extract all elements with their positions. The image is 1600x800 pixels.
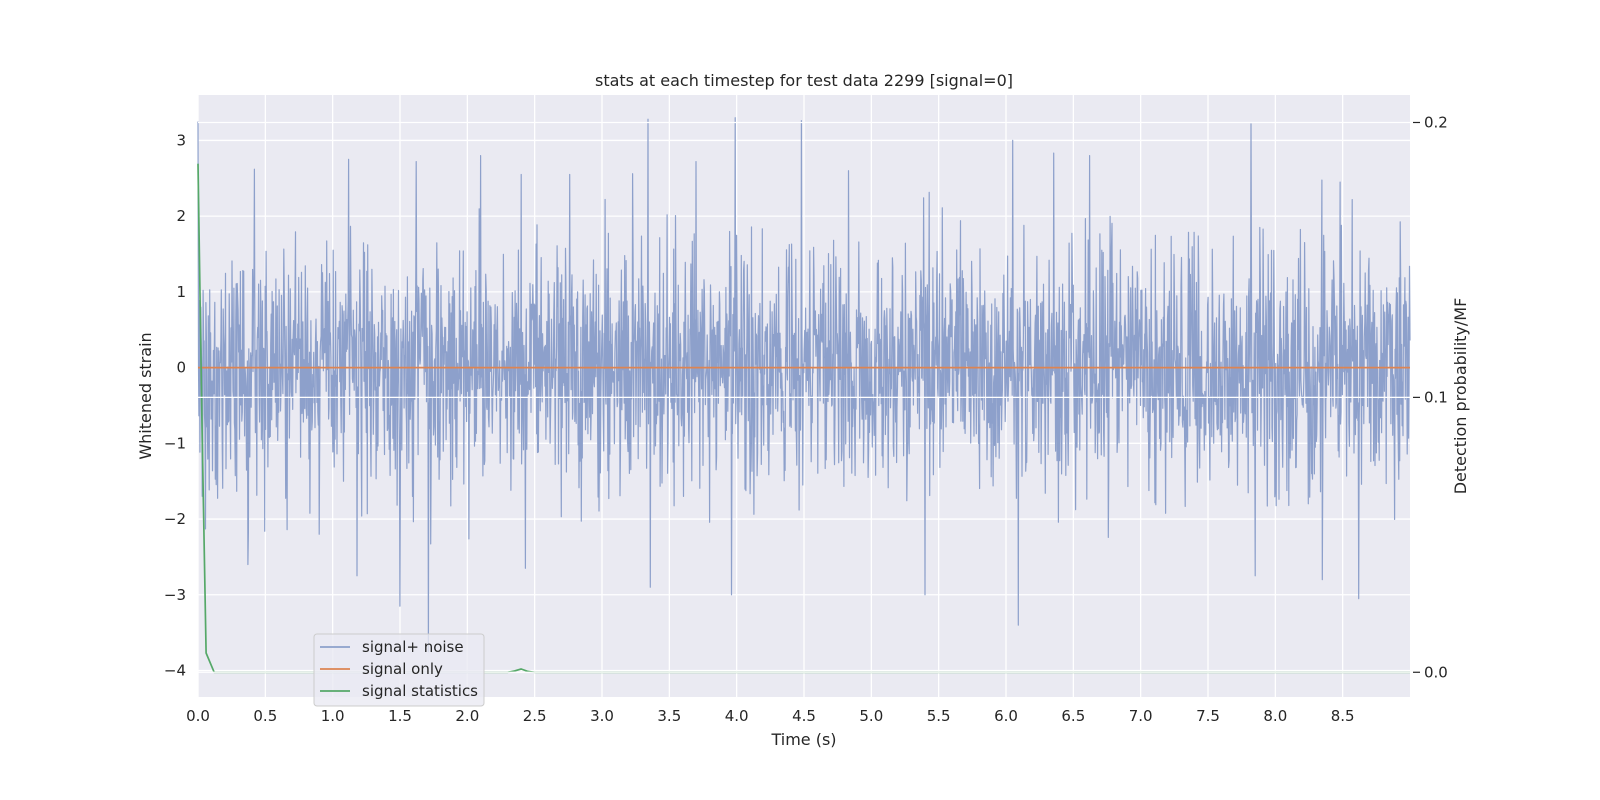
x-tick-label: 8.5 (1331, 707, 1355, 725)
x-tick-label: 4.0 (725, 707, 749, 725)
y-tick-label: 2 (176, 207, 186, 225)
legend-box (313, 633, 485, 707)
y2-tick-label: 0.1 (1424, 388, 1448, 406)
y-tick-label: 3 (176, 131, 186, 149)
x-tick-label: 2.5 (523, 707, 547, 725)
y-tick-label: −1 (164, 434, 186, 452)
x-tick-label: 0.0 (186, 707, 210, 725)
legend-label: signal only (362, 660, 443, 678)
y-tick-label: −2 (164, 510, 186, 528)
y2-axis-label: Detection probability/MF (1451, 298, 1470, 495)
ticks: 0.0 0.5 1.0 1.5 2.0 2.5 3.0 3.5 4.0 4.5 5.0 5.5 6.0 6… (164, 113, 1448, 725)
x-tick-label: 1.0 (321, 707, 345, 725)
chart-title: stats at each timestep for test data 229… (595, 71, 1013, 90)
x-tick-label: 3.5 (657, 707, 681, 725)
x-tick-label: 8.0 (1263, 707, 1287, 725)
x-tick-label: 6.5 (1061, 707, 1085, 725)
x-tick-label: 4.5 (792, 707, 816, 725)
x-tick-label: 3.0 (590, 707, 614, 725)
x-axis-label: Time (s) (770, 730, 836, 749)
y-tick-label: 0 (176, 359, 186, 377)
y-tick-label: −3 (164, 586, 186, 604)
y2-tick-label: 0.0 (1424, 663, 1448, 681)
x-tick-label: 5.0 (859, 707, 883, 725)
y-tick-label: 1 (176, 283, 186, 301)
x-tick-label: 7.0 (1129, 707, 1153, 725)
y-axis-label: Whitened strain (136, 332, 155, 459)
x-tick-label: 1.5 (388, 707, 412, 725)
x-tick-label: 2.0 (455, 707, 479, 725)
legend-label: signal statistics (362, 682, 478, 700)
x-tick-label: 5.5 (927, 707, 951, 725)
legend-label: signal+ noise (362, 638, 464, 656)
legend: signal+ noise signal only signal statistic… (313, 633, 485, 707)
series-line-signal-noise (197, 117, 1411, 653)
x-tick-label: 6.0 (994, 707, 1018, 725)
x-tick-label: 0.5 (253, 707, 277, 725)
y2-tick-label: 0.2 (1424, 113, 1448, 131)
y-tick-label: −4 (164, 661, 186, 679)
x-tick-label: 7.5 (1196, 707, 1220, 725)
